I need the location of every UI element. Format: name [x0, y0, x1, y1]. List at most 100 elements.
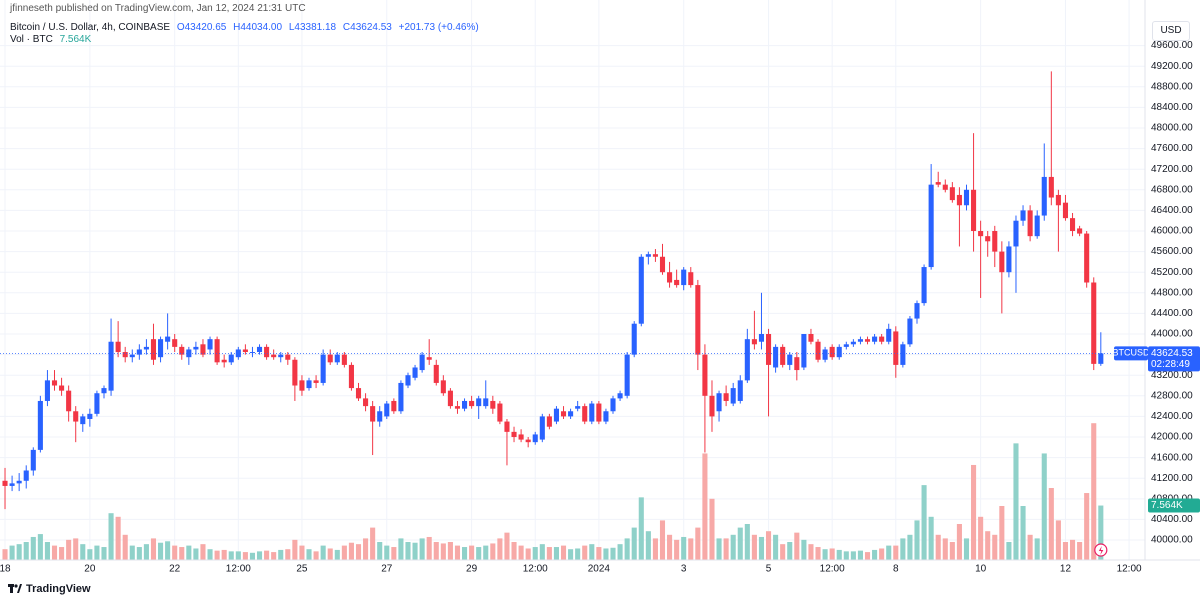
- volume-bar: [186, 545, 192, 560]
- alert-icon-bolt: [1098, 546, 1104, 555]
- volume-bar: [94, 545, 100, 560]
- candle-body: [59, 385, 65, 391]
- symbol-badge-label: BTCUSD: [1112, 348, 1150, 358]
- volume-bar: [518, 545, 524, 560]
- volume-bar: [306, 549, 312, 560]
- candle-body: [631, 323, 637, 355]
- candle-body: [235, 349, 241, 358]
- volume-bar: [532, 547, 538, 560]
- volume-bar: [829, 548, 835, 560]
- candle-body: [228, 354, 234, 363]
- candle-body: [907, 318, 913, 345]
- volume-bar: [921, 485, 927, 560]
- volume-bar: [843, 551, 849, 560]
- volume-bar: [624, 538, 630, 560]
- legend-row: Bitcoin / U.S. Dollar, 4h, COINBASE O434…: [10, 22, 483, 33]
- volume-bar: [370, 527, 376, 560]
- candle-body: [23, 470, 29, 481]
- currency-button[interactable]: USD: [1152, 21, 1190, 41]
- volume-bar: [1041, 453, 1047, 560]
- candle-body: [872, 336, 878, 342]
- candle-body: [787, 354, 793, 365]
- volume-bar: [158, 542, 164, 560]
- candle-body: [264, 346, 270, 358]
- volume-bar: [23, 542, 29, 560]
- volume-bar: [907, 534, 913, 560]
- candle-body: [553, 408, 559, 422]
- volume-bar: [242, 552, 248, 560]
- candle-body: [363, 398, 369, 407]
- volume-bar: [447, 542, 453, 560]
- candle-body: [836, 346, 842, 358]
- candle-body: [158, 339, 164, 358]
- candle-body: [546, 416, 552, 427]
- candle-body: [16, 480, 22, 484]
- candle-body: [405, 375, 411, 386]
- volume-bar: [285, 549, 291, 560]
- y-tick-label: 44000.00: [1151, 329, 1193, 340]
- candle-body: [172, 339, 178, 347]
- volume-bar: [992, 534, 998, 560]
- volume-bar: [440, 543, 446, 560]
- candle-body: [447, 390, 453, 407]
- volume-bar: [497, 538, 503, 560]
- x-tick-label: 8: [893, 564, 899, 575]
- candle-body: [681, 269, 687, 286]
- volume-bar: [709, 498, 715, 560]
- candle-body: [737, 380, 743, 401]
- candle-body: [221, 359, 227, 363]
- candle-body: [334, 354, 340, 363]
- candle-body: [525, 439, 531, 443]
- candle-body: [101, 388, 107, 394]
- candle-body: [900, 344, 906, 365]
- volume-bar: [419, 538, 425, 560]
- volume-bar: [101, 547, 107, 560]
- candle-body: [30, 449, 36, 471]
- y-tick-label: 43200.00: [1151, 370, 1193, 381]
- candle-body: [313, 380, 319, 383]
- candle-body: [667, 272, 673, 283]
- volume-bar: [9, 545, 15, 560]
- volume-bar: [985, 531, 991, 560]
- volume-bar: [758, 536, 765, 560]
- volume-bar: [836, 549, 842, 560]
- y-tick-label: 49200.00: [1151, 61, 1193, 72]
- candle-body: [709, 395, 715, 417]
- volume-bar: [723, 538, 729, 560]
- candle-body: [1069, 218, 1076, 232]
- candle-body: [1084, 233, 1090, 283]
- x-tick-label: 12:00: [523, 564, 548, 575]
- x-tick-label: 29: [466, 564, 478, 575]
- volume-bar: [631, 527, 637, 560]
- volume-bar: [80, 544, 86, 560]
- volume-bar: [143, 544, 149, 560]
- volume-bar: [1027, 534, 1033, 560]
- volume-bar: [1055, 520, 1061, 560]
- candle-body: [1027, 210, 1033, 237]
- candle-body: [963, 189, 970, 206]
- volume-bar: [1013, 443, 1019, 560]
- candle-body: [935, 182, 941, 185]
- volume-bar: [808, 544, 814, 560]
- candle-body: [341, 354, 347, 365]
- candle-body: [985, 236, 991, 242]
- volume-bar: [928, 516, 934, 560]
- y-tick-label: 46000.00: [1151, 226, 1193, 237]
- y-tick-label: 48400.00: [1151, 102, 1193, 113]
- y-tick-label: 48800.00: [1151, 81, 1193, 92]
- candle-body: [758, 334, 765, 342]
- candle-body: [44, 380, 50, 401]
- candle-body: [1048, 176, 1054, 198]
- volume-bar: [765, 531, 772, 560]
- candle-body: [850, 341, 856, 345]
- volume-bar: [716, 538, 722, 560]
- candle-body: [921, 267, 927, 304]
- volume-bar: [511, 542, 517, 560]
- volume-bar: [702, 453, 708, 560]
- volume-bar: [30, 536, 36, 560]
- y-tick-label: 42800.00: [1151, 390, 1193, 401]
- volume-bar: [341, 545, 347, 560]
- candle-body: [617, 393, 623, 399]
- volume-bar: [1062, 542, 1069, 560]
- volume-bar: [801, 539, 807, 560]
